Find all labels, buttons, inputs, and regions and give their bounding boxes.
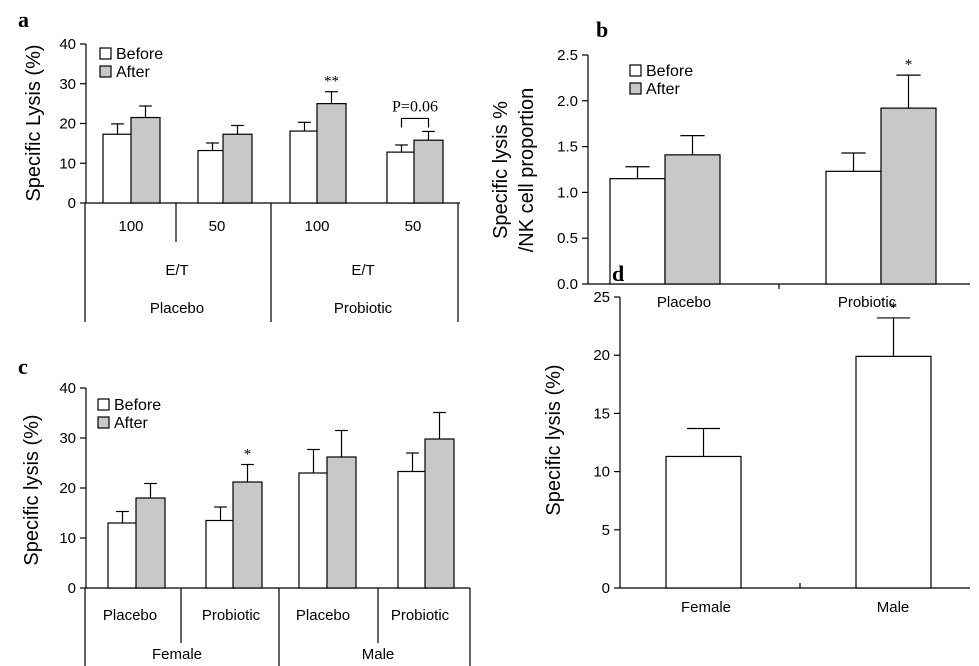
b-y-tick-label: 2.0 — [557, 93, 578, 110]
d-y-tick-label: 10 — [593, 464, 610, 481]
a-y-tick-label: 20 — [59, 116, 76, 133]
panel-letter-c: c — [18, 354, 28, 379]
a-category-label: 100 — [304, 218, 329, 235]
d-y-tick-label: 0 — [602, 580, 610, 597]
d-y-tick-label: 25 — [593, 289, 610, 306]
b-bar-before — [825, 170, 882, 285]
d-y-tick-label: 20 — [593, 347, 610, 364]
c-legend-label-before: Before — [114, 397, 161, 414]
c-y-tick-label: 20 — [59, 480, 76, 497]
c-category-label: Probiotic — [391, 607, 450, 624]
b-y-tick-label: 1.5 — [557, 139, 578, 156]
a-legend-label-after: After — [116, 64, 150, 81]
c-y-tick-label: 0 — [68, 580, 76, 597]
d-y-axis-title: Specific lysis (%) — [543, 364, 565, 515]
b-legend-label-after: After — [646, 81, 680, 98]
c-bar-after — [232, 481, 263, 589]
a-category-label: E/T — [351, 262, 374, 279]
d-category-label: Male — [877, 599, 910, 616]
a-bar-after — [316, 103, 347, 204]
panel-letter-b: b — [596, 17, 608, 42]
a-y-tick-label: 10 — [59, 155, 76, 172]
a-y-axis-title: Specific Lysis (%) — [23, 44, 45, 201]
b-bar-before — [609, 178, 666, 285]
a-bar-before — [289, 130, 320, 204]
b-bar-after — [880, 107, 937, 285]
b-y-tick-label: 0.0 — [557, 276, 578, 293]
c-significance-marker: * — [244, 447, 252, 463]
a-category-label: Placebo — [150, 300, 204, 317]
panel-letter-a: a — [18, 7, 29, 32]
c-category-label: Placebo — [296, 607, 350, 624]
b-category-label: Probiotic — [838, 294, 897, 311]
d-bar — [665, 455, 742, 589]
d-y-tick-label: 5 — [602, 522, 610, 539]
a-legend-swatch-after — [99, 65, 112, 78]
c-bar-before — [397, 470, 428, 589]
a-category-label: 100 — [118, 218, 143, 235]
a-bar-before — [197, 149, 228, 204]
d-y-tick-label: 15 — [593, 405, 610, 422]
c-legend-swatch-before — [97, 398, 110, 411]
a-y-tick-label: 40 — [59, 36, 76, 53]
a-significance-marker: ** — [324, 74, 339, 90]
c-legend-swatch-after — [97, 416, 110, 429]
c-category-label: Placebo — [103, 607, 157, 624]
a-p-value-bracket — [400, 117, 430, 128]
chart-panel-b: b Specific lysis %/NK cell proportion 0.0 0… — [490, 17, 970, 311]
b-y-axis-title-line: Specific lysis % — [490, 101, 512, 239]
b-y-tick-label: 1.0 — [557, 184, 578, 201]
c-bar-before — [107, 522, 138, 589]
b-category-label: Placebo — [657, 294, 711, 311]
a-y-tick-label: 0 — [68, 195, 76, 212]
a-p-value-annotation: P=0.06 — [392, 98, 438, 115]
c-bar-before — [298, 472, 329, 589]
a-legend-label-before: Before — [116, 46, 163, 63]
c-y-tick-label: 10 — [59, 530, 76, 547]
a-bar-after — [130, 116, 161, 204]
c-category-label: Probiotic — [202, 607, 261, 624]
a-category-label: 50 — [405, 218, 422, 235]
a-bar-after — [222, 133, 253, 204]
c-y-tick-label: 30 — [59, 430, 76, 447]
c-bar-after — [424, 438, 455, 589]
a-category-label: Probiotic — [334, 300, 393, 317]
c-category-label: Female — [152, 646, 202, 663]
b-y-tick-label: 0.5 — [557, 230, 578, 247]
c-bar-after — [326, 456, 357, 589]
c-y-axis-title: Specific lysis (%) — [21, 414, 43, 565]
b-y-axis-title-line: /NK cell proportion — [516, 88, 538, 253]
b-legend-swatch-after — [629, 82, 642, 95]
panel-letter-d: d — [612, 261, 624, 286]
a-legend-swatch-before — [99, 47, 112, 60]
a-bar-before — [386, 151, 417, 204]
chart-panel-c: c Specific lysis (%) 0 10 20 30 40 * BeforeAfter… — [18, 354, 471, 666]
b-legend-label-before: Before — [646, 63, 693, 80]
b-significance-marker: * — [905, 57, 913, 73]
c-legend-label-after: After — [114, 415, 148, 432]
c-category-label: Male — [362, 646, 395, 663]
chart-panel-d: d Specific lysis (%) 0 5 10 15 20 25 * Female Male — [543, 261, 970, 616]
c-bar-before — [205, 519, 236, 589]
a-category-label: E/T — [165, 262, 188, 279]
c-y-tick-label: 40 — [59, 380, 76, 397]
d-category-label: Female — [681, 599, 731, 616]
d-bar — [855, 355, 932, 589]
b-legend-swatch-before — [629, 64, 642, 77]
d-significance-marker: * — [890, 300, 898, 316]
a-category-label: 50 — [209, 218, 226, 235]
b-bar-after — [664, 154, 721, 285]
a-bar-after — [413, 139, 444, 204]
a-y-tick-label: 30 — [59, 76, 76, 93]
chart-panel-a: a Specific Lysis (%) 0 10 20 30 40 ** BeforeAfte… — [18, 7, 460, 322]
b-y-tick-label: 2.5 — [557, 47, 578, 64]
c-bar-after — [135, 497, 166, 589]
a-bar-before — [102, 133, 133, 204]
